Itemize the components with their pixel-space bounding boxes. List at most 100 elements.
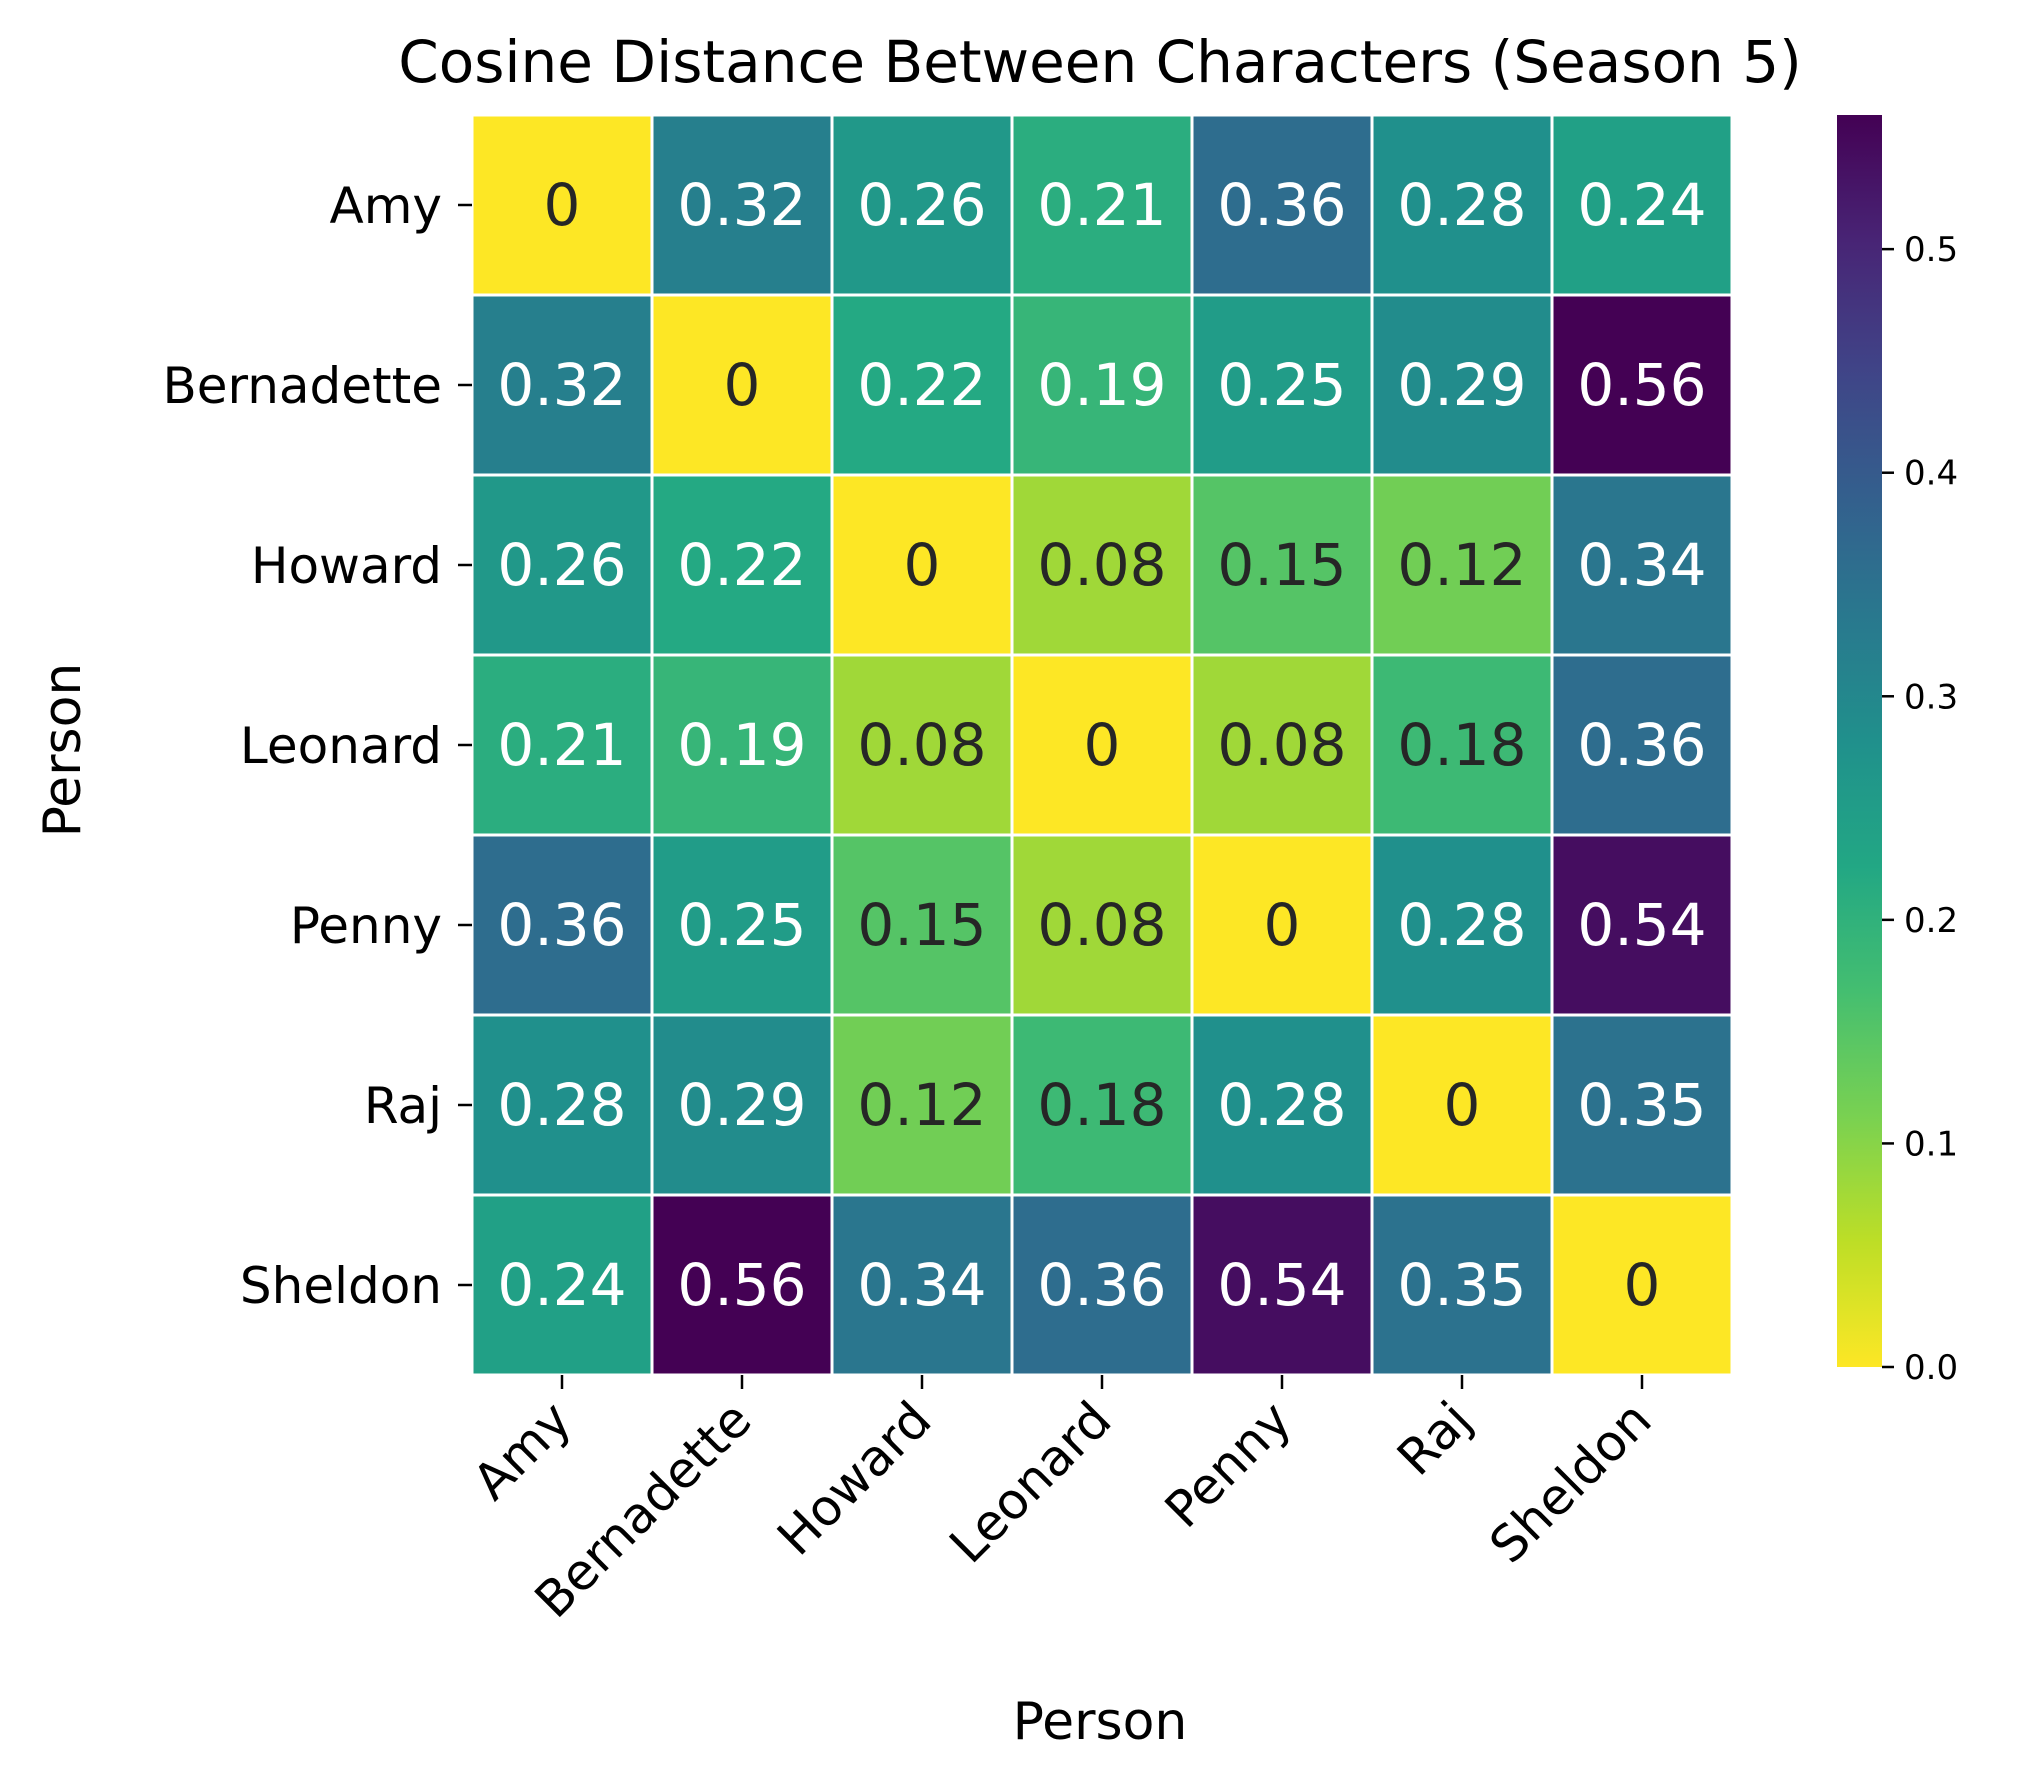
heatmap-cell <box>1550 473 1734 657</box>
cell-value-label: 0.36 <box>497 891 626 959</box>
cell-value-label: 0.26 <box>497 531 626 599</box>
heatmap-cell <box>830 293 1014 477</box>
colorbar-ticks: 0.0 0.1 0.2 0.3 0.4 0.5 <box>1882 230 1958 1388</box>
colorbar-tick-label: 0.4 <box>1904 454 1958 494</box>
cell-value-label: 0.28 <box>497 1071 626 1139</box>
cell-value-label: 0.26 <box>857 171 986 239</box>
cell-value-label: 0.28 <box>1217 1071 1346 1139</box>
cell-value-label: 0.36 <box>1037 1251 1166 1319</box>
cell-value-label: 0 <box>544 171 581 239</box>
cell-value-label: 0 <box>1084 711 1121 779</box>
cell-value-label: 0 <box>724 351 761 419</box>
cell-value-label: 0.28 <box>1397 171 1526 239</box>
heatmap-cell <box>470 833 654 1017</box>
heatmap-cells <box>470 113 1734 1377</box>
cell-value-label: 0.32 <box>497 351 626 419</box>
heatmap-cell <box>1550 293 1734 477</box>
colorbar-tick-label: 0.5 <box>1904 230 1958 270</box>
x-tick-label: Amy <box>462 1390 583 1511</box>
x-axis-label: Person <box>1013 1692 1188 1752</box>
cell-value-label: 0.24 <box>1577 171 1706 239</box>
cell-value-label: 0.54 <box>1577 891 1706 959</box>
cell-value-label: 0.54 <box>1217 1251 1346 1319</box>
cell-value-label: 0.28 <box>1397 891 1526 959</box>
cell-value-label: 0.12 <box>857 1071 986 1139</box>
y-tick-label: Leonard <box>240 717 442 775</box>
heatmap-cell <box>1370 113 1554 297</box>
y-axis-ticks: Amy Bernadette Howard Leonard Penny Raj Sheldo… <box>162 177 472 1315</box>
colorbar-gradient <box>1837 115 1882 1367</box>
cell-value-label: 0.08 <box>1217 711 1346 779</box>
heatmap-cell <box>650 1013 834 1197</box>
heatmap-cell <box>1190 293 1374 477</box>
cell-value-label: 0.15 <box>857 891 986 959</box>
cell-value-label: 0 <box>1624 1251 1661 1319</box>
cell-value-label: 0.21 <box>497 711 626 779</box>
heatmap-cell <box>650 473 834 657</box>
cell-value-label: 0.15 <box>1217 531 1346 599</box>
cell-value-label: 0.25 <box>677 891 806 959</box>
x-tick-label: Penny <box>1154 1390 1303 1539</box>
heatmap-cell <box>1370 1193 1554 1377</box>
colorbar: 0.0 0.1 0.2 0.3 0.4 0.5 <box>1837 115 1958 1388</box>
chart-title: Cosine Distance Between Characters (Seas… <box>398 28 1802 96</box>
cell-value-label: 0 <box>904 531 941 599</box>
x-tick-label: Leonard <box>939 1390 1123 1574</box>
cell-value-label: 0.36 <box>1217 171 1346 239</box>
heatmap-cell <box>1550 653 1734 837</box>
cell-value-label: 0.22 <box>857 351 986 419</box>
cell-value-label: 0.29 <box>1397 351 1526 419</box>
cell-value-label: 0.36 <box>1577 711 1706 779</box>
y-tick-label: Sheldon <box>240 1257 442 1315</box>
cell-value-label: 0.29 <box>677 1071 806 1139</box>
heatmap-cell <box>470 113 654 297</box>
heatmap-cell <box>1010 1013 1194 1197</box>
cell-value-label: 0.35 <box>1397 1251 1526 1319</box>
cell-value-label: 0.21 <box>1037 171 1166 239</box>
y-tick-label: Howard <box>251 537 442 595</box>
heatmap-cell <box>470 653 654 837</box>
heatmap-cell <box>470 1193 654 1377</box>
heatmap-cell <box>830 473 1014 657</box>
heatmap-cell <box>470 1013 654 1197</box>
cell-value-label: 0.34 <box>1577 531 1706 599</box>
y-tick-label: Bernadette <box>162 357 442 415</box>
cell-value-label: 0.19 <box>1037 351 1166 419</box>
cell-value-label: 0.08 <box>857 711 986 779</box>
cell-value-label: 0.12 <box>1397 531 1526 599</box>
y-tick-label: Raj <box>364 1077 442 1135</box>
x-tick-label: Raj <box>1386 1390 1482 1486</box>
cell-value-label: 0.25 <box>1217 351 1346 419</box>
heatmap-cell <box>1010 473 1194 657</box>
heatmap-cell <box>1010 653 1194 837</box>
cell-value-label: 0.08 <box>1037 531 1166 599</box>
heatmap-cell <box>1550 1193 1734 1377</box>
y-tick-label: Amy <box>330 177 443 235</box>
cell-value-label: 0.22 <box>677 531 806 599</box>
x-tick-label: Sheldon <box>1479 1390 1663 1574</box>
cell-value-label: 0.34 <box>857 1251 986 1319</box>
heatmap-cell <box>650 653 834 837</box>
cell-value-label: 0.35 <box>1577 1071 1706 1139</box>
heatmap-cell <box>1370 473 1554 657</box>
heatmap-cell <box>1190 1013 1374 1197</box>
heatmap-cell <box>1370 653 1554 837</box>
cell-value-label: 0.32 <box>677 171 806 239</box>
cell-value-label: 0.56 <box>1577 351 1706 419</box>
heatmap-cell <box>1010 1193 1194 1377</box>
cell-value-label: 0 <box>1444 1071 1481 1139</box>
heatmap-cell <box>1190 473 1374 657</box>
heatmap-cell <box>1190 1193 1374 1377</box>
cell-value-label: 0.18 <box>1397 711 1526 779</box>
x-tick-label: Howard <box>766 1390 942 1566</box>
heatmap-cell <box>650 113 834 297</box>
cell-value-label: 0 <box>1264 891 1301 959</box>
cell-value-label: 0.19 <box>677 711 806 779</box>
colorbar-tick-label: 0.0 <box>1904 1348 1958 1388</box>
y-tick-label: Penny <box>290 897 442 955</box>
colorbar-tick-label: 0.1 <box>1904 1124 1958 1164</box>
colorbar-tick-label: 0.3 <box>1904 677 1958 717</box>
heatmap-cell <box>830 113 1014 297</box>
